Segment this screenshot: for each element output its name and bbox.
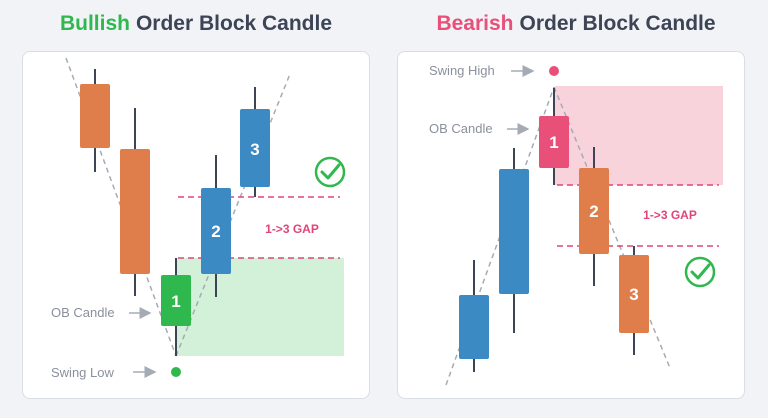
bearish-ob-candle-label: OB Candle (429, 121, 493, 136)
bullish-swing-low-dot (171, 367, 181, 377)
bearish-gap-label: 1->3 GAP (643, 208, 697, 222)
bearish-candle-b (499, 148, 529, 333)
bearish-diagram: 1 2 3 1->3 GAP Swing High (429, 63, 723, 386)
bullish-candle-1: 1 (161, 258, 191, 356)
bearish-title: Bearish Order Block Candle (384, 9, 768, 39)
bearish-title-accent: Bearish (436, 12, 514, 35)
bullish-candle-b (120, 108, 150, 296)
bullish-title: Bullish Order Block Candle (0, 9, 392, 39)
bullish-candle-2-label: 2 (211, 222, 220, 241)
bearish-swing-high-dot (549, 66, 559, 76)
bullish-candle-3: 3 (240, 87, 270, 197)
bearish-candle-1-label: 1 (549, 133, 558, 152)
bullish-candle-3-label: 3 (250, 140, 259, 159)
bearish-swing-high-label: Swing High (429, 63, 495, 78)
bullish-ob-candle-label: OB Candle (51, 305, 115, 320)
bearish-candle-2-label: 2 (589, 202, 598, 221)
bearish-candle-2: 2 (579, 147, 609, 286)
bullish-candle-2: 2 (201, 155, 231, 297)
bullish-order-block-zone (177, 258, 344, 356)
bullish-swing-low-label: Swing Low (51, 365, 114, 380)
bullish-candle-1-label: 1 (171, 292, 180, 311)
bullish-title-accent: Bullish (59, 12, 130, 35)
check-circle-icon (314, 156, 346, 188)
bearish-candle-a (459, 260, 489, 372)
check-circle-icon (684, 256, 716, 288)
bullish-diagram: 1 2 3 1->3 GAP OB Candle (51, 57, 346, 380)
bullish-trend-line-up (175, 73, 291, 357)
bullish-title-rest: Order Block Candle (135, 12, 333, 35)
bullish-gap-label: 1->3 GAP (265, 222, 319, 236)
bearish-candle-1: 1 (539, 88, 569, 185)
bearish-candle-3-label: 3 (629, 285, 638, 304)
bearish-trend-line-up (445, 86, 555, 386)
bearish-candle-3: 3 (619, 246, 649, 355)
bearish-title-rest: Order Block Candle (519, 12, 716, 35)
bullish-candle-a (80, 69, 110, 172)
bearish-trend-line-down (553, 86, 671, 369)
bullish-trend-line-down (65, 57, 177, 357)
